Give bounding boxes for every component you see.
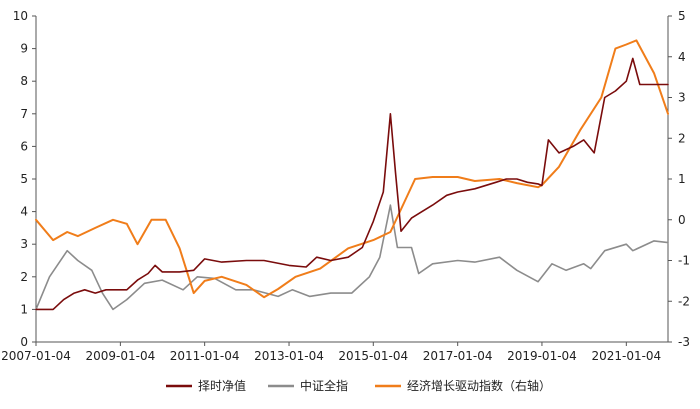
- right-tick-label: 4: [678, 50, 686, 64]
- series-line-1: [35, 57, 669, 311]
- legend-label-3: 经济增长驱动指数（右轴）: [407, 378, 551, 393]
- x-tick-label: 2021-01-04: [591, 349, 661, 363]
- right-tick-label: 3: [678, 91, 686, 105]
- left-tick-label: 9: [20, 42, 28, 56]
- left-tick-label: 10: [13, 9, 28, 23]
- x-tick-label: 2019-01-04: [507, 349, 577, 363]
- x-tick-label: 2013-01-04: [254, 349, 324, 363]
- left-tick-label: 7: [20, 107, 28, 121]
- right-tick-label: 0: [678, 213, 686, 227]
- left-tick-label: 5: [20, 172, 28, 186]
- left-tick-label: 1: [20, 302, 28, 316]
- right-tick-label: 1: [678, 172, 686, 186]
- legend-label-1: 择时净值: [198, 378, 246, 393]
- left-tick-label: 0: [20, 335, 28, 349]
- series-line-2: [35, 204, 669, 311]
- left-tick-label: 2: [20, 270, 28, 284]
- x-tick-label: 2011-01-04: [170, 349, 240, 363]
- right-tick-label: -3: [678, 335, 690, 349]
- left-tick-label: 3: [20, 237, 28, 251]
- left-tick-label: 8: [20, 74, 28, 88]
- right-tick-label: 5: [678, 9, 686, 23]
- x-tick-label: 2017-01-04: [423, 349, 493, 363]
- right-tick-label: 2: [678, 131, 686, 145]
- x-tick-label: 2015-01-04: [338, 349, 408, 363]
- right-tick-label: -2: [678, 294, 690, 308]
- left-tick-label: 6: [20, 139, 28, 153]
- right-tick-label: -1: [678, 254, 690, 268]
- left-tick-label: 4: [20, 205, 28, 219]
- series-line-3: [35, 39, 669, 299]
- x-tick-label: 2007-01-04: [1, 349, 71, 363]
- legend-label-2: 中证全指: [300, 378, 348, 393]
- x-tick-label: 2009-01-04: [86, 349, 156, 363]
